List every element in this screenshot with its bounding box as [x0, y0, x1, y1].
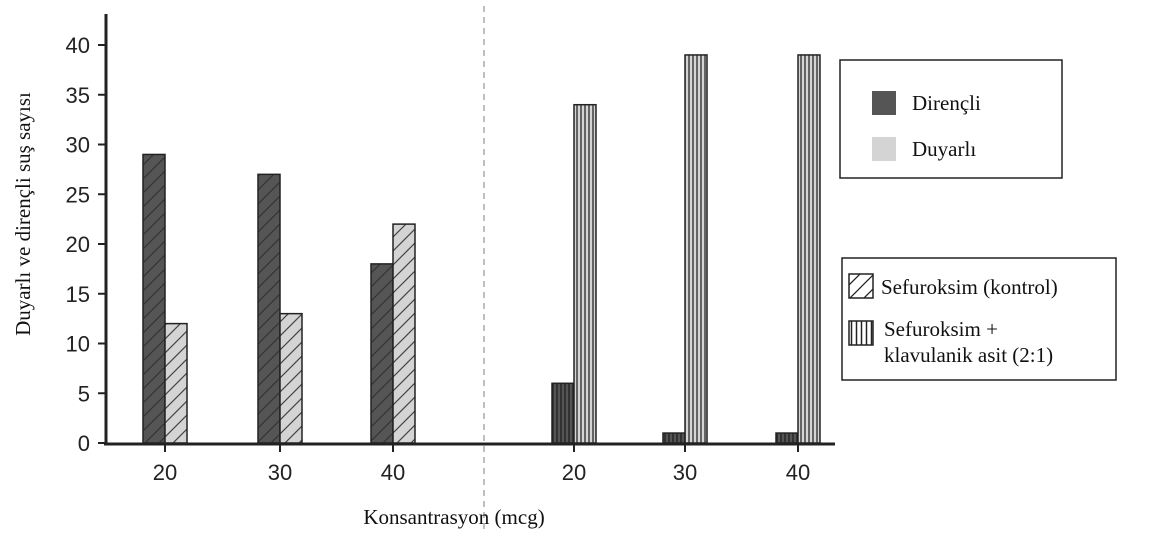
legend-pattern: Sefuroksim (kontrol) Sefuroksim + klavul… [841, 257, 1117, 381]
bar-1-40-resistant [370, 263, 394, 444]
x-tick-label: 30 [268, 460, 292, 485]
legend-swatch-vertical [848, 320, 874, 346]
y-tick-label: 40 [66, 33, 90, 58]
x-tick-label: 30 [673, 460, 697, 485]
y-tick-label: 0 [78, 431, 90, 456]
bar-2-40-resistant [775, 432, 799, 444]
y-tick-label: 30 [66, 133, 90, 158]
y-tick-label: 35 [66, 83, 90, 108]
bar-1-20-sensitive [164, 322, 188, 444]
legend-swatch-resistant [872, 91, 896, 115]
legend-label-combo-line1: Sefuroksim + [884, 317, 998, 341]
legend-swatch-diagonal [848, 273, 874, 299]
bar-1-30-resistant [257, 173, 281, 444]
y-tick-label: 10 [66, 332, 90, 357]
legend-label-combo-line2: klavulanik asit (2:1) [884, 343, 1053, 367]
x-axis-title: Konsantrasyon (mcg) [363, 505, 544, 529]
legend-color: Dirençli Duyarlı [839, 59, 1063, 179]
legend-label-resistant: Dirençli [912, 91, 981, 115]
x-tick-label: 20 [562, 460, 586, 485]
bar-2-40-sensitive [797, 54, 821, 444]
legend-label-sensitive: Duyarlı [912, 137, 976, 161]
y-tick-label: 25 [66, 182, 90, 207]
y-tick-label: 20 [66, 232, 90, 257]
x-tick-label: 20 [153, 460, 177, 485]
x-tick-label: 40 [786, 460, 810, 485]
y-axis-title: Duyarlı ve dirençli suş sayısı [11, 92, 35, 336]
bar-2-30-sensitive [684, 54, 708, 444]
bar-1-30-sensitive [279, 312, 303, 444]
legend-label-control: Sefuroksim (kontrol) [881, 275, 1058, 299]
bar-2-30-resistant [662, 432, 686, 444]
y-tick-label: 5 [78, 381, 90, 406]
bar-1-40-sensitive [392, 223, 416, 444]
bar-2-20-sensitive [573, 103, 597, 444]
x-tick-label: 40 [381, 460, 405, 485]
bar-1-20-resistant [142, 153, 166, 444]
legend-swatch-sensitive [872, 137, 896, 161]
bar-2-20-resistant [551, 382, 575, 444]
y-tick-label: 15 [66, 282, 90, 307]
